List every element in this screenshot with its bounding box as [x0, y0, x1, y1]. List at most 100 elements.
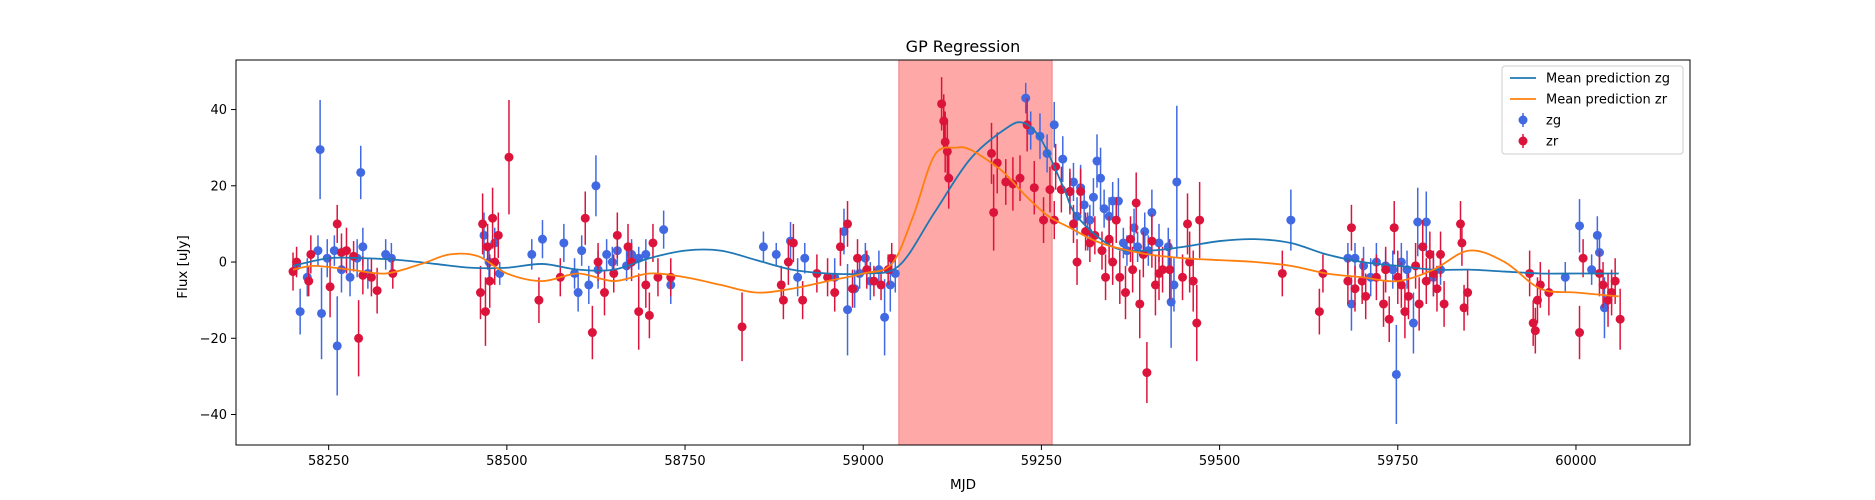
- y-tick-label: −20: [200, 332, 227, 347]
- point-zg: [1049, 120, 1059, 130]
- point-zg: [313, 246, 323, 256]
- legend-label: Mean prediction zr: [1546, 93, 1668, 108]
- point-zr: [1314, 307, 1324, 317]
- point-zr: [1418, 242, 1428, 252]
- point-zr: [587, 328, 597, 338]
- point-zr: [1131, 198, 1141, 208]
- point-zr: [1598, 280, 1608, 290]
- point-zg: [1088, 192, 1098, 202]
- legend-label: Mean prediction zg: [1546, 72, 1670, 87]
- point-zg: [315, 145, 325, 155]
- point-zg: [659, 225, 669, 235]
- point-zg: [880, 312, 890, 322]
- point-zg: [885, 280, 895, 290]
- point-zr: [1615, 314, 1625, 324]
- point-zg: [839, 227, 849, 237]
- x-axis-label: MJD: [950, 477, 976, 493]
- point-zg: [591, 181, 601, 191]
- point-zg: [1085, 215, 1095, 225]
- point-zg: [386, 253, 396, 263]
- point-zr: [1379, 299, 1389, 309]
- point-zr: [1396, 280, 1406, 290]
- point-zr: [1436, 249, 1446, 259]
- point-zr: [1115, 272, 1125, 282]
- point-zg: [1058, 154, 1068, 164]
- shaded-region: [898, 60, 1053, 445]
- legend-swatch-marker: [1518, 115, 1528, 125]
- point-zr: [366, 272, 376, 282]
- point-zr: [940, 137, 950, 147]
- point-zr: [475, 288, 485, 298]
- point-zg: [800, 253, 810, 263]
- point-zr: [1544, 288, 1554, 298]
- point-zr: [876, 280, 886, 290]
- point-zr: [1528, 318, 1538, 328]
- point-zr: [1350, 284, 1360, 294]
- axes: 58250 58500 58750 59000 59250 59500 59750 60000…: [200, 59, 1691, 469]
- legend-item-mean-prediction-zg: Mean prediction zg: [1510, 72, 1670, 87]
- point-zr: [989, 207, 999, 217]
- point-zg: [1413, 217, 1423, 227]
- legend: Mean prediction zg Mean prediction zr zg zr: [1501, 65, 1684, 155]
- point-zr: [1045, 185, 1055, 195]
- point-zr: [1125, 234, 1135, 244]
- point-zr: [944, 173, 954, 183]
- point-zg: [860, 253, 870, 263]
- y-tick-label: 40: [210, 103, 227, 118]
- point-zr: [1185, 257, 1195, 267]
- point-zg: [771, 249, 781, 259]
- point-zg: [479, 230, 489, 240]
- point-zr: [1188, 276, 1198, 286]
- point-zr: [869, 276, 879, 286]
- point-zg: [1118, 238, 1128, 248]
- point-zg: [317, 308, 327, 318]
- point-zr: [1121, 288, 1131, 298]
- point-zg: [1021, 93, 1031, 103]
- point-zg: [584, 280, 594, 290]
- point-zr: [580, 213, 590, 223]
- point-zr: [1183, 219, 1193, 229]
- point-zr: [783, 257, 793, 267]
- legend-label: zr: [1546, 135, 1559, 150]
- point-zr: [1530, 326, 1540, 336]
- point-zr: [848, 284, 858, 294]
- point-zg: [295, 307, 305, 317]
- point-zg: [1587, 265, 1597, 275]
- point-zg: [573, 288, 583, 298]
- point-zr: [1135, 299, 1145, 309]
- point-zr: [1039, 215, 1049, 225]
- point-zr: [485, 276, 495, 286]
- point-zr: [1457, 238, 1467, 248]
- point-zg: [1575, 221, 1585, 231]
- point-zg: [537, 234, 547, 244]
- point-zr: [1343, 276, 1353, 286]
- point-zr: [1357, 276, 1367, 286]
- point-zg: [758, 242, 768, 252]
- y-tick-label: 20: [210, 179, 227, 194]
- point-zr: [1403, 291, 1413, 301]
- legend-label: zg: [1546, 114, 1561, 129]
- point-zr: [623, 242, 633, 252]
- legend-box: [1501, 65, 1684, 155]
- point-zr: [1111, 215, 1121, 225]
- point-zg: [577, 246, 587, 256]
- point-zr: [1097, 246, 1107, 256]
- point-zr: [534, 295, 544, 305]
- point-zg: [1147, 207, 1157, 217]
- point-zg: [1359, 261, 1369, 271]
- point-zr: [1015, 173, 1025, 183]
- point-zg: [1113, 196, 1123, 206]
- plot-area: [288, 60, 1625, 445]
- point-zr: [1346, 223, 1356, 233]
- point-zr: [1178, 272, 1188, 282]
- point-zg: [1169, 280, 1179, 290]
- point-zr: [354, 333, 364, 343]
- point-zr: [358, 270, 368, 280]
- y-tick-label: −40: [200, 408, 227, 423]
- point-zr: [987, 148, 997, 158]
- point-zg: [890, 268, 900, 278]
- axes-frame: [235, 59, 1691, 446]
- point-zr: [1455, 219, 1465, 229]
- point-zr: [1381, 265, 1391, 275]
